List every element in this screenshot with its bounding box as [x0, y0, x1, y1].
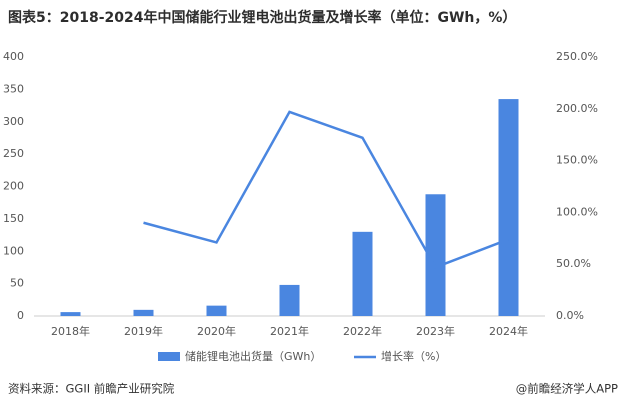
bar [279, 284, 300, 316]
line [143, 110, 509, 269]
x-tick-label: 2023年 [416, 324, 455, 338]
x-tick-label: 2021年 [270, 324, 309, 338]
legend-label: 增长率（%） [381, 349, 446, 363]
chart-title: 图表5：2018-2024年中国储能行业锂电池出货量及增长率（单位：GWh，%） [8, 9, 516, 26]
y2-tick-label: 250.0% [556, 50, 598, 63]
y-tick-label: 350 [3, 82, 24, 95]
bar [60, 312, 81, 316]
bar [206, 305, 227, 316]
y-tick-label: 200 [3, 180, 24, 193]
y-tick-label: 150 [3, 212, 24, 225]
x-tick-label: 2024年 [489, 324, 528, 338]
y2-tick-label: 200.0% [556, 102, 598, 115]
y-tick-label: 300 [3, 115, 24, 128]
bar [425, 194, 446, 316]
x-tick-label: 2022年 [343, 324, 382, 338]
y-tick-label: 400 [3, 50, 24, 63]
legend-label: 储能锂电池出货量（GWh） [185, 349, 321, 363]
y2-tick-label: 150.0% [556, 154, 598, 167]
x-tick-label: 2019年 [124, 324, 163, 338]
y-tick-label: 50 [10, 277, 24, 290]
y-tick-label: 100 [3, 244, 24, 257]
y-tick-label: 250 [3, 147, 24, 160]
x-tick-label: 2020年 [197, 324, 236, 338]
bar [498, 99, 519, 317]
y2-tick-label: 50.0% [556, 257, 591, 270]
y2-tick-label: 100.0% [556, 205, 598, 218]
credit: @前瞻经济学人APP [516, 382, 618, 396]
bar [352, 231, 373, 316]
y2-tick-label: 0.0% [556, 309, 584, 322]
bar [133, 309, 154, 316]
y-tick-label: 0 [17, 309, 24, 322]
x-tick-label: 2018年 [51, 324, 90, 338]
legend-swatch [158, 352, 180, 361]
source: 资料来源：GGII 前瞻产业研究院 [8, 382, 175, 396]
